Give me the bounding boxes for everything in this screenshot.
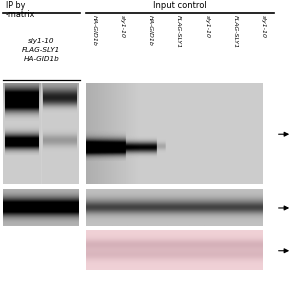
Text: HA-GID1b: HA-GID1b xyxy=(23,56,59,62)
Text: sly1-10: sly1-10 xyxy=(28,38,55,44)
Text: sly1-10: sly1-10 xyxy=(261,15,266,38)
Text: Input control: Input control xyxy=(153,1,207,11)
Text: sly1-10: sly1-10 xyxy=(120,15,125,38)
Text: FLAG-SLY1: FLAG-SLY1 xyxy=(22,47,60,53)
Text: sly1-10: sly1-10 xyxy=(204,15,209,38)
Text: HA-GID1b: HA-GID1b xyxy=(148,15,153,46)
Text: +: + xyxy=(58,83,66,93)
Text: −: − xyxy=(12,83,20,93)
Text: -matrix: -matrix xyxy=(6,10,35,19)
Text: IP by: IP by xyxy=(6,1,25,11)
Text: FLAG-SLY1: FLAG-SLY1 xyxy=(176,15,181,48)
Text: FLAG-SLY1: FLAG-SLY1 xyxy=(233,15,238,48)
Text: HA-GID1b: HA-GID1b xyxy=(91,15,96,46)
